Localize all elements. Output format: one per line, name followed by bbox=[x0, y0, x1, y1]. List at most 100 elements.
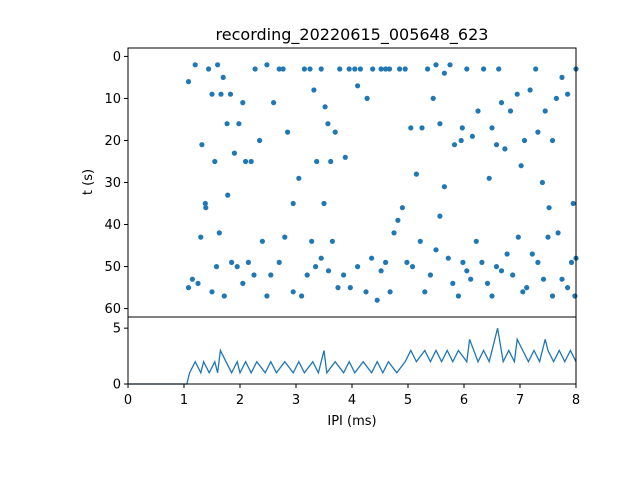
raster-point bbox=[502, 146, 508, 152]
x-tick-label: 4 bbox=[348, 393, 356, 408]
raster-point bbox=[220, 74, 226, 80]
raster-point bbox=[542, 108, 548, 114]
raster-point bbox=[383, 259, 389, 265]
raster-point bbox=[484, 280, 491, 286]
raster-point bbox=[425, 66, 431, 72]
raster-point bbox=[227, 91, 234, 97]
raster-point bbox=[268, 272, 274, 278]
raster-point bbox=[521, 137, 528, 144]
raster-point bbox=[225, 192, 231, 198]
raster-plot: 0 10 20 30 40 50 60 t (s) bbox=[81, 47, 579, 318]
raster-point bbox=[355, 264, 361, 270]
raster-point bbox=[276, 66, 282, 72]
raster-point bbox=[276, 259, 282, 265]
raster-point bbox=[559, 276, 565, 282]
raster-point bbox=[212, 158, 218, 165]
raster-point bbox=[209, 91, 215, 97]
raster-point bbox=[321, 200, 327, 207]
raster-point bbox=[290, 200, 296, 207]
raster-point bbox=[535, 129, 541, 135]
raster-point bbox=[546, 205, 552, 211]
raster-point bbox=[529, 251, 535, 257]
raster-point bbox=[520, 289, 526, 295]
x-tick-label: 7 bbox=[516, 393, 524, 408]
raster-point bbox=[468, 276, 474, 282]
raster-point bbox=[325, 121, 331, 127]
raster-point bbox=[325, 268, 332, 274]
raster-point bbox=[215, 62, 221, 68]
raster-point bbox=[479, 259, 485, 265]
raster-point bbox=[504, 251, 510, 257]
raster-point bbox=[285, 129, 291, 135]
raster-point bbox=[514, 91, 520, 97]
raster-point bbox=[498, 268, 505, 274]
x-tick-label: 3 bbox=[292, 393, 300, 408]
raster-point bbox=[346, 66, 352, 72]
raster-point bbox=[464, 66, 470, 72]
raster-point bbox=[243, 158, 249, 165]
raster-point bbox=[329, 238, 335, 244]
raster-point bbox=[374, 297, 380, 303]
raster-point bbox=[570, 200, 576, 207]
raster-point bbox=[549, 137, 556, 144]
raster-point bbox=[363, 289, 369, 295]
raster-point bbox=[496, 66, 502, 72]
x-tick-label: 6 bbox=[460, 393, 468, 408]
raster-point bbox=[280, 66, 286, 72]
raster-point bbox=[192, 62, 198, 68]
raster-point bbox=[437, 121, 443, 127]
raster-point bbox=[489, 293, 495, 299]
raster-point bbox=[313, 264, 319, 270]
raster-point bbox=[185, 79, 192, 85]
raster-point bbox=[549, 293, 556, 299]
raster-point bbox=[459, 125, 465, 131]
raster-point bbox=[419, 125, 425, 131]
raster-point bbox=[481, 66, 487, 72]
raster-point bbox=[409, 264, 416, 270]
raster-point bbox=[282, 234, 288, 240]
raster-point bbox=[352, 66, 358, 72]
raster-point bbox=[458, 137, 464, 144]
raster-y-axis-label: t (s) bbox=[81, 169, 96, 195]
raster-point bbox=[299, 293, 305, 299]
raster-point bbox=[357, 66, 363, 72]
raster-point bbox=[498, 100, 505, 106]
x-tick-label: 1 bbox=[180, 393, 188, 408]
raster-point bbox=[240, 280, 246, 286]
raster-point bbox=[408, 125, 414, 131]
raster-point bbox=[240, 100, 246, 106]
histogram-x-ticks: 0 1 2 3 4 5 6 7 8 bbox=[124, 384, 580, 408]
raster-point bbox=[387, 289, 393, 295]
raster-point bbox=[185, 285, 192, 291]
raster-point bbox=[337, 66, 343, 72]
raster-point bbox=[510, 272, 516, 278]
raster-point bbox=[572, 293, 578, 299]
raster-point bbox=[441, 184, 447, 190]
raster-point bbox=[386, 66, 393, 72]
raster-point bbox=[417, 238, 423, 244]
raster-point bbox=[311, 87, 317, 93]
raster-point bbox=[301, 66, 307, 72]
ipi-histogram-line bbox=[128, 328, 577, 385]
raster-point bbox=[259, 238, 265, 244]
raster-point bbox=[422, 289, 428, 295]
raster-point bbox=[370, 66, 376, 72]
raster-y-ticks: 0 10 20 30 40 50 60 bbox=[104, 50, 128, 317]
raster-point bbox=[445, 255, 451, 261]
raster-point bbox=[450, 280, 456, 286]
raster-y-tick-label: 10 bbox=[104, 92, 121, 107]
raster-point bbox=[555, 230, 561, 236]
raster-point bbox=[252, 66, 258, 72]
raster-point bbox=[395, 217, 401, 223]
raster-point bbox=[206, 66, 212, 72]
raster-point bbox=[430, 95, 436, 101]
raster-point bbox=[397, 66, 403, 72]
raster-point bbox=[553, 95, 560, 101]
raster-point bbox=[218, 91, 224, 97]
raster-point bbox=[264, 293, 270, 299]
raster-point bbox=[493, 264, 500, 270]
raster-point bbox=[347, 285, 353, 291]
raster-point bbox=[455, 293, 461, 299]
raster-point bbox=[198, 234, 204, 240]
